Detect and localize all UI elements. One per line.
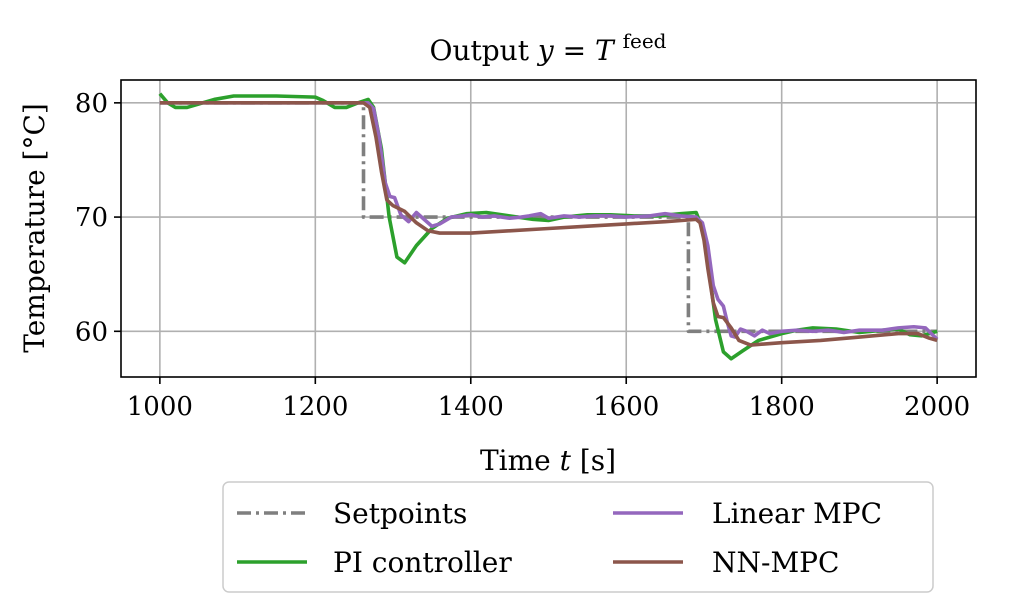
legend-label: Linear MPC <box>712 497 882 530</box>
title-superscript: feed <box>623 29 667 53</box>
x-tick-label: 1800 <box>749 392 815 422</box>
plot-frame <box>120 79 977 378</box>
title-prefix: Output <box>430 34 538 67</box>
chart-title: Output y = T feed <box>430 29 667 67</box>
x-tick-label: 1400 <box>438 392 504 422</box>
ticks: 1000 1200 1400 1600 1800 2000 60 70 80 <box>75 89 970 422</box>
legend-item-setpoints: Setpoints <box>237 497 467 530</box>
title-var: y <box>536 34 555 67</box>
legend-box <box>222 481 934 593</box>
legend-item-linear-mpc: Linear MPC <box>613 497 882 530</box>
grid <box>121 80 976 377</box>
y-tick-label: 70 <box>75 203 108 233</box>
x-tick-label: 1200 <box>282 392 348 422</box>
title-symbol: T <box>595 34 616 67</box>
legend-label: NN-MPC <box>712 546 839 579</box>
series-group <box>158 92 939 361</box>
legend-label: PI controller <box>333 546 512 579</box>
y-tick-label: 60 <box>75 317 108 347</box>
y-tick-label: 80 <box>75 89 108 119</box>
legend-item-pi: PI controller <box>237 546 512 579</box>
x-label-prefix: Time <box>480 444 560 477</box>
series-line-pi <box>158 92 938 361</box>
legend-label: Setpoints <box>333 497 467 530</box>
legend-item-nn-mpc: NN-MPC <box>613 546 839 579</box>
x-tick-label: 2000 <box>904 392 970 422</box>
x-axis-label: Time t [s] <box>480 444 616 477</box>
series-line-nn-mpc <box>159 101 938 347</box>
title-eq: = <box>563 34 595 67</box>
y-axis-label: Temperature [°C] <box>18 103 51 353</box>
x-tick-label: 1000 <box>127 392 193 422</box>
x-label-var: t <box>560 444 572 477</box>
legend: Setpoints PI controller Linear MPC NN-MPC <box>222 481 934 593</box>
x-tick-label: 1600 <box>593 392 659 422</box>
x-label-suffix: [s] <box>580 444 616 477</box>
